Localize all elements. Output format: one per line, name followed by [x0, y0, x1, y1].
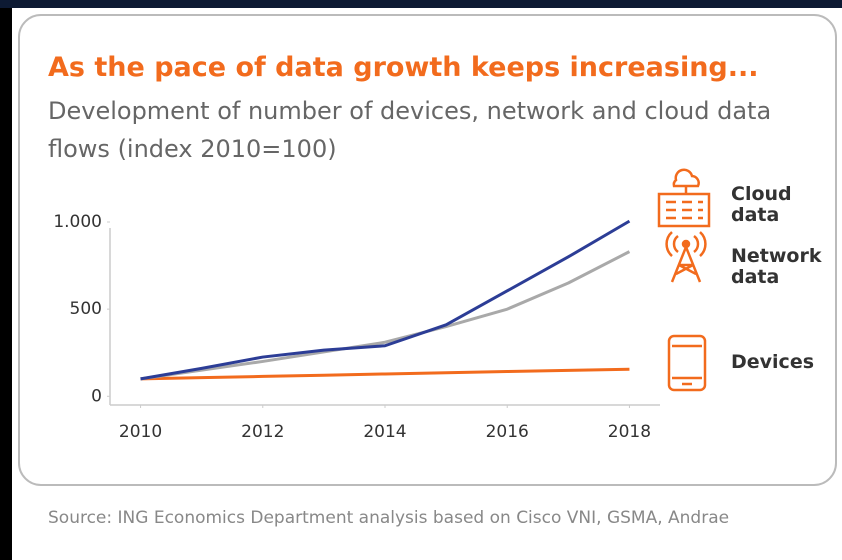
series-line	[140, 250, 631, 381]
antenna-icon	[665, 231, 707, 283]
x-tick-label: 2018	[608, 422, 651, 442]
series-line	[140, 367, 630, 381]
y-tick-label: 500	[70, 299, 102, 319]
cloud-icon	[657, 168, 711, 228]
x-tick-label: 2016	[486, 422, 529, 442]
legend-label: Network data	[731, 245, 822, 288]
y-tick-label: 1.000	[53, 212, 102, 232]
x-tick-label: 2014	[363, 422, 406, 442]
legend-label: Cloud data	[731, 183, 792, 226]
y-tick-label: 0	[91, 386, 102, 406]
chart-subtitle: Development of number of devices, networ…	[48, 97, 772, 163]
x-tick-label: 2010	[119, 422, 162, 442]
series-line	[140, 219, 631, 381]
top-strip	[0, 0, 842, 8]
card	[18, 14, 837, 486]
source-note: Source: ING Economics Department analysi…	[48, 508, 730, 528]
chart-title: As the pace of data growth keeps increas…	[48, 52, 759, 83]
phone-icon	[667, 334, 707, 392]
legend-label: Devices	[731, 351, 815, 373]
x-tick-label: 2012	[241, 422, 284, 442]
